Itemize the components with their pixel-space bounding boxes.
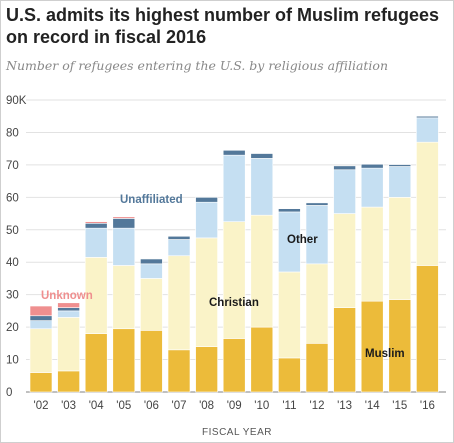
bar-segment-christian: [195, 237, 218, 347]
bar-segment-christian: [57, 317, 80, 372]
bar-segment-christian: [388, 197, 412, 300]
annotation-muslim: Muslim: [365, 348, 405, 360]
annotation-unaffiliated: Unaffiliated: [120, 194, 183, 206]
bar-segment-other: [222, 154, 246, 222]
y-tick-label: 0: [6, 387, 12, 399]
bar-segment-muslim: [360, 300, 384, 393]
bar-segment-muslim: [305, 343, 329, 393]
annotation-unknown: Unknown: [41, 290, 93, 302]
y-tick-label: 60: [6, 192, 19, 204]
x-tick-label: '15: [392, 400, 407, 412]
bar-segment-christian: [333, 213, 356, 308]
bar-segment-unaffiliated: [29, 315, 53, 321]
bar-segment-other: [360, 167, 384, 208]
x-tick-label: '16: [420, 400, 435, 412]
x-tick-label: '04: [89, 400, 105, 412]
bar-segment-unaffiliated: [140, 258, 163, 265]
y-tick-label: 70: [6, 160, 19, 172]
bar-segment-other: [195, 201, 218, 239]
y-tick-label: 30: [6, 290, 19, 302]
bar-segment-unaffiliated: [416, 115, 439, 119]
chart-title: U.S. admits its highest number of Muslim…: [6, 5, 440, 47]
x-tick-label: '05: [116, 400, 131, 412]
y-tick-label: 50: [6, 225, 19, 237]
bar-segment-unknown: [84, 221, 108, 224]
bar-segment-unaffiliated: [167, 235, 191, 240]
bar-segment-other: [416, 117, 439, 143]
y-tick-label: 40: [6, 257, 19, 269]
x-tick-label: '14: [365, 400, 381, 412]
bar-segment-muslim: [416, 265, 439, 393]
bar-segment-unaffiliated: [222, 149, 246, 156]
bar-segment-christian: [112, 265, 136, 330]
bar-segment-muslim: [140, 330, 163, 393]
y-tick-label: 20: [6, 322, 19, 334]
bar-segment-christian: [305, 263, 329, 344]
bar-segment-other: [57, 310, 80, 318]
bar-segment-unaffiliated: [360, 163, 384, 169]
bar-segment-christian: [250, 214, 274, 328]
y-tick-label: 90K: [6, 95, 27, 107]
bar-segment-other: [333, 169, 356, 214]
bar-segment-christian: [222, 221, 246, 339]
x-tick-label: '13: [337, 400, 352, 412]
bar-segment-muslim: [112, 328, 136, 393]
x-tick-label: '12: [310, 400, 325, 412]
bar-segment-muslim: [195, 346, 218, 393]
bar-segment-unaffiliated: [250, 153, 274, 159]
bar-segment-muslim: [278, 357, 301, 393]
y-tick-label: 10: [6, 355, 19, 367]
bar-segment-other: [140, 263, 163, 279]
bar-segment-christian: [360, 206, 384, 302]
annotations: Unknown Unaffiliated Other Christian Muslim: [41, 194, 405, 360]
bar-segment-muslim: [250, 326, 274, 393]
bar-segment-muslim: [333, 307, 356, 393]
x-tick-labels: '02 '03 '04 '05 '06 '07 '08 '09 '10 '11 '12 '13 '14 '…: [34, 400, 435, 412]
bar-segment-other: [29, 320, 53, 330]
bar-segment-unknown: [57, 302, 80, 308]
x-tick-label: '11: [282, 400, 296, 412]
bar-segment-other: [167, 239, 191, 257]
bar-segment-unknown: [112, 216, 136, 219]
bar-segment-muslim: [388, 299, 412, 393]
bar-segment-other: [388, 166, 412, 198]
bar-segment-christian: [29, 328, 53, 373]
x-tick-label: '02: [34, 400, 49, 412]
bar-segment-unaffiliated: [278, 208, 301, 213]
x-tick-label: '03: [61, 400, 76, 412]
bar-segment-muslim: [167, 349, 191, 393]
bar-segment-muslim: [57, 370, 80, 393]
y-tick-label: 80: [6, 127, 19, 139]
bar-segment-unaffiliated: [57, 307, 80, 312]
bar-segment-unaffiliated: [195, 197, 218, 203]
bar-segment-christian: [416, 141, 439, 266]
bar-segment-christian: [140, 278, 163, 331]
bar-segment-other: [84, 227, 108, 258]
bar-segment-muslim: [222, 338, 246, 393]
x-axis-label: FISCAL YEAR: [202, 427, 272, 438]
bar-segment-unaffiliated: [112, 218, 136, 229]
bar-segment-christian: [167, 255, 191, 351]
chart-subtitle: Number of refugees entering the U.S. by …: [6, 58, 389, 73]
annotation-other: Other: [287, 234, 318, 246]
bar-segment-unaffiliated: [84, 222, 108, 229]
x-tick-label: '06: [144, 400, 159, 412]
x-tick-label: '09: [227, 400, 242, 412]
bar-segment-christian: [278, 271, 301, 359]
bar-segment-muslim: [29, 372, 53, 393]
bar-segment-unaffiliated: [305, 202, 329, 206]
bar-segment-muslim: [84, 333, 108, 393]
annotation-christian: Christian: [209, 297, 259, 309]
bar-segment-other: [250, 158, 274, 216]
y-tick-labels: 0 10 20 30 40 50 60 70 80 90K: [6, 95, 27, 399]
bar-segment-other: [112, 227, 136, 266]
x-tick-label: '07: [172, 400, 187, 412]
bar-segment-unaffiliated: [388, 164, 412, 167]
bars: [29, 115, 439, 393]
bar-segment-unknown: [29, 305, 53, 317]
x-tick-label: '08: [199, 400, 214, 412]
bar-segment-unaffiliated: [333, 165, 356, 171]
x-tick-label: '10: [254, 400, 269, 412]
